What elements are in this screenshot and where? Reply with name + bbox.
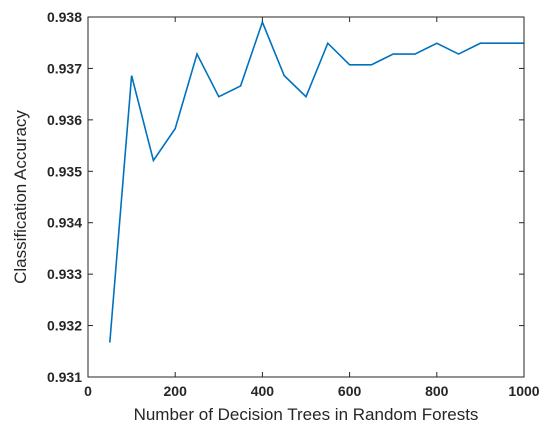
x-tick-label: 400 bbox=[251, 383, 275, 399]
y-tick-label: 0.934 bbox=[47, 215, 82, 231]
x-tick-label: 200 bbox=[164, 383, 188, 399]
x-axis-ticks: 0 200 400 600 800 1000 bbox=[84, 17, 540, 399]
series-line-0 bbox=[109, 19, 524, 343]
x-tick-label: 800 bbox=[425, 383, 449, 399]
series-layer bbox=[109, 19, 524, 343]
y-tick-label: 0.936 bbox=[47, 112, 82, 128]
y-axis-ticks: 0.931 0.932 0.933 0.934 0.935 0.936 0.937 0.938 bbox=[47, 9, 524, 385]
x-tick-label: 1000 bbox=[508, 383, 539, 399]
y-tick-label: 0.937 bbox=[47, 60, 82, 76]
x-tick-label: 0 bbox=[84, 383, 92, 399]
y-tick-label: 0.933 bbox=[47, 266, 82, 282]
x-axis-label: Number of Decision Trees in Random Fores… bbox=[134, 405, 479, 424]
axes-box bbox=[87, 16, 525, 378]
y-tick-label: 0.932 bbox=[47, 318, 82, 334]
y-tick-label: 0.931 bbox=[47, 369, 82, 385]
y-axis-label: Classification Accuracy bbox=[11, 110, 30, 284]
x-tick-label: 600 bbox=[338, 383, 362, 399]
plot-area bbox=[88, 17, 524, 377]
y-tick-label: 0.935 bbox=[47, 163, 82, 179]
y-tick-label: 0.938 bbox=[47, 9, 82, 25]
